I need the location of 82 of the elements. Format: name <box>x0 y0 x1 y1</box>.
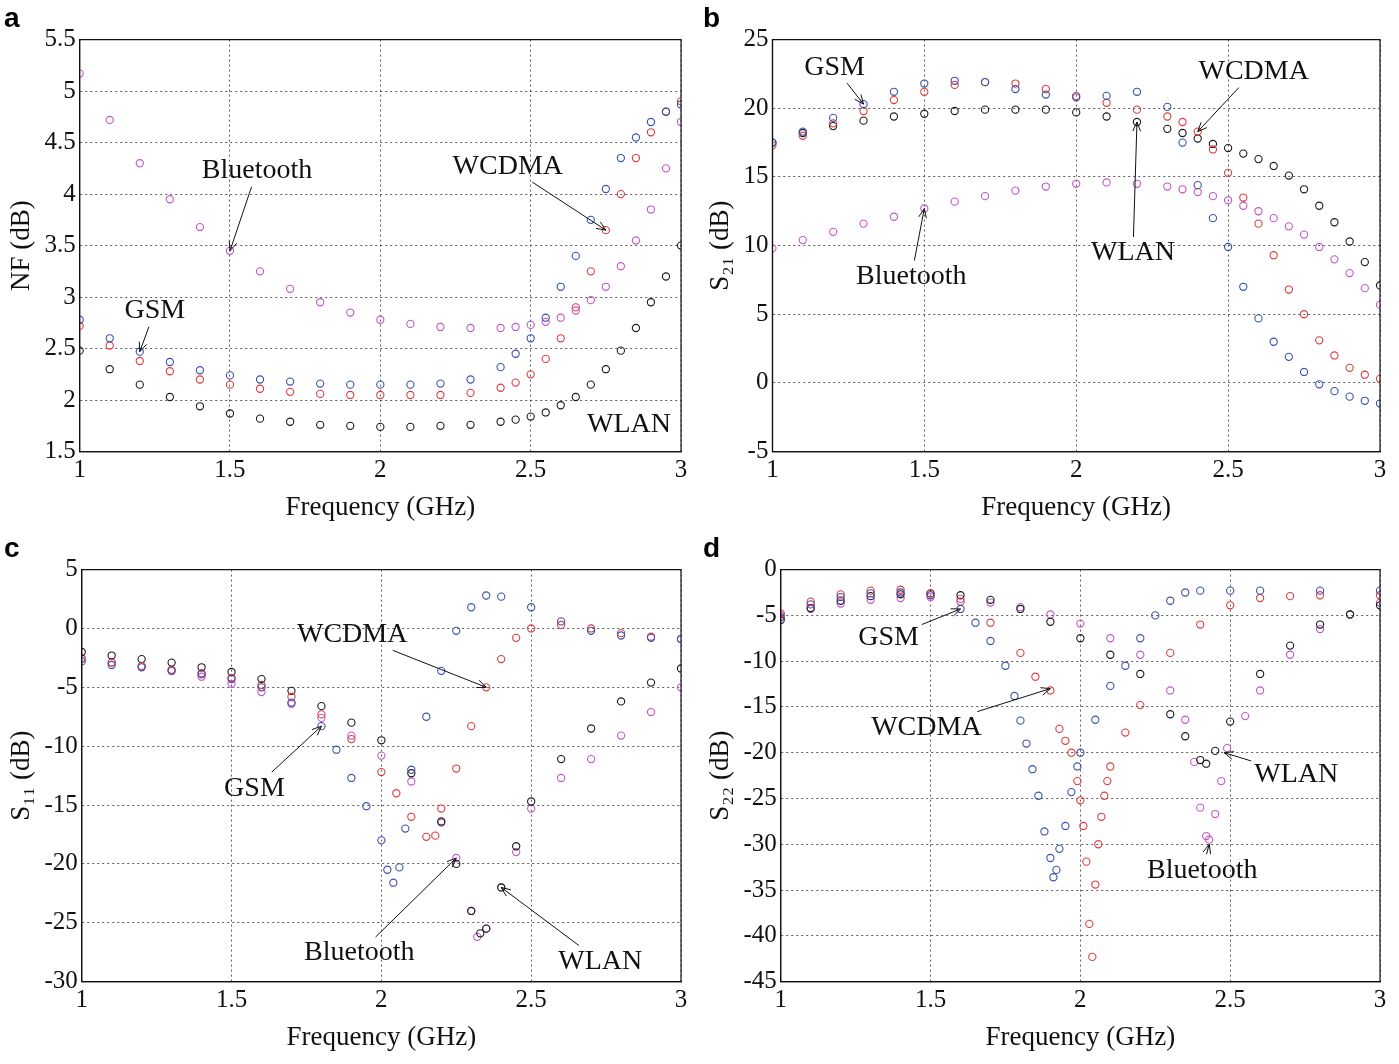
x-tick-label: 2.5 <box>515 455 547 483</box>
x-tick-label: 2.5 <box>1212 455 1244 483</box>
y-axis-title: NF (dB) <box>5 200 36 291</box>
y-axis-title: S₂₂ (dB) <box>704 730 735 821</box>
x-tick-label: 1.5 <box>908 455 940 483</box>
x-tick-label: 2 <box>1069 455 1083 483</box>
y-tick-label: -20 <box>44 848 78 876</box>
y-tick-label: 5 <box>65 554 78 582</box>
y-axis-title: S₁₁ (dB) <box>5 730 36 821</box>
chart-title: a <box>4 1 20 33</box>
y-tick-label: 10 <box>743 230 769 258</box>
x-axis-title: Frequency (GHz) <box>286 1020 477 1051</box>
annotation: WCDMA <box>452 148 564 180</box>
x-tick-label: 1 <box>774 985 787 1013</box>
annotation: WCDMA <box>297 616 409 648</box>
annotation: Bluetooth <box>856 258 967 290</box>
y-tick-label: -10 <box>743 645 777 673</box>
x-tick-label: 1.5 <box>214 455 246 483</box>
annotation: WLAN <box>558 943 643 975</box>
x-axis-title: Frequency (GHz) <box>285 490 476 521</box>
y-tick-label: -5 <box>755 599 777 627</box>
y-tick-label: 15 <box>743 161 769 189</box>
y-tick-label: 2 <box>63 384 76 412</box>
annotation: WCDMA <box>871 709 983 741</box>
annotation: GSM <box>224 770 285 802</box>
x-tick-label: 3 <box>1373 985 1387 1013</box>
y-tick-label: 5.5 <box>44 24 76 52</box>
annotation: WCDMA <box>1198 53 1310 85</box>
y-tick-label: -30 <box>44 966 78 994</box>
annotation: GSM <box>804 49 865 81</box>
y-tick-label: 0 <box>65 613 78 641</box>
y-tick-label: -25 <box>44 907 78 935</box>
x-tick-label: 1.5 <box>215 985 248 1013</box>
y-tick-label: -10 <box>44 730 78 758</box>
y-tick-label: 2.5 <box>44 333 76 361</box>
annotation: WLAN <box>1254 757 1339 789</box>
y-tick-label: 3 <box>63 281 76 309</box>
x-tick-label: 2.5 <box>515 985 547 1013</box>
chart-title: b <box>703 1 721 33</box>
y-tick-label: 0 <box>755 367 769 395</box>
y-tick-label: -45 <box>743 966 777 994</box>
y-tick-label: 4 <box>63 178 77 206</box>
x-tick-label: 3 <box>1373 455 1387 483</box>
y-tick-label: -30 <box>743 828 777 856</box>
x-tick-label: 2 <box>374 455 387 483</box>
chart-title: d <box>703 531 721 563</box>
annotation: WLAN <box>587 406 671 438</box>
y-tick-label: -15 <box>44 789 78 817</box>
y-tick-label: 4.5 <box>44 127 76 155</box>
x-tick-label: 1 <box>766 455 779 483</box>
x-tick-label: 3 <box>674 985 688 1013</box>
x-tick-label: 2 <box>1074 985 1087 1013</box>
y-tick-label: -15 <box>743 691 777 719</box>
annotation: Bluetooth <box>304 935 415 967</box>
x-tick-label: 2.5 <box>1214 985 1246 1013</box>
y-tick-label: -40 <box>743 920 777 948</box>
chart-title: c <box>4 531 20 563</box>
annotation: Bluetooth <box>1146 852 1258 884</box>
y-tick-label: 5 <box>63 75 76 103</box>
annotation: WLAN <box>1090 235 1175 267</box>
x-tick-label: 1 <box>75 985 88 1013</box>
x-tick-label: 1 <box>73 455 86 483</box>
annotation: Bluetooth <box>201 153 313 185</box>
y-tick-label: -25 <box>743 783 777 811</box>
y-tick-label: -5 <box>747 436 769 464</box>
y-tick-label: 0 <box>764 554 777 582</box>
y-tick-label: -35 <box>743 874 777 902</box>
y-axis-title: S₂₁ (dB) <box>704 200 735 291</box>
x-axis-title: Frequency (GHz) <box>985 1020 1176 1051</box>
y-tick-label: 5 <box>755 298 769 326</box>
y-tick-label: -20 <box>743 737 777 765</box>
y-tick-label: 1.5 <box>44 436 76 464</box>
annotation: GSM <box>858 620 919 652</box>
annotation: GSM <box>124 293 186 325</box>
y-tick-label: 25 <box>743 24 769 52</box>
y-tick-label: 3.5 <box>44 230 76 258</box>
x-tick-label: 3 <box>674 455 688 483</box>
x-tick-label: 1.5 <box>914 985 947 1013</box>
x-tick-label: 2 <box>375 985 388 1013</box>
x-axis-title: Frequency (GHz) <box>981 490 1172 521</box>
y-tick-label: 20 <box>743 92 769 120</box>
y-tick-label: -5 <box>56 671 78 699</box>
